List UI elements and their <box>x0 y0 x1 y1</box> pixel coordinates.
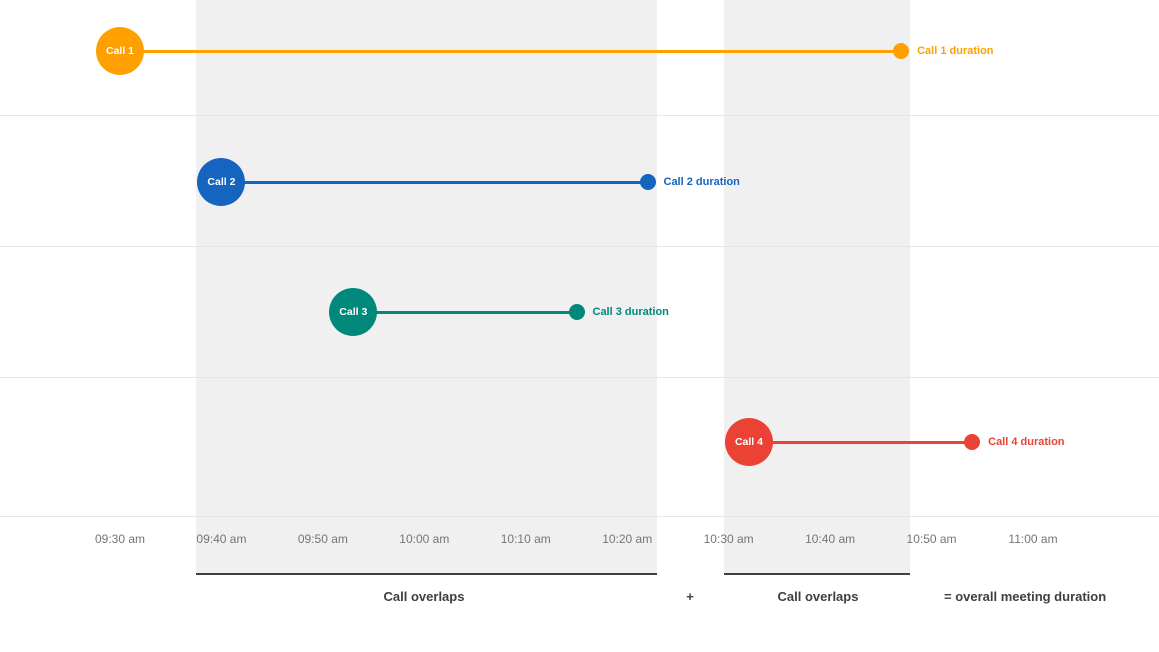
call-duration-label: Call 3 duration <box>592 306 669 318</box>
axis-tick-label: 10:30 am <box>703 532 754 546</box>
call-end-dot <box>639 174 656 190</box>
axis-tick-label: 10:20 am <box>602 532 653 546</box>
call-start-marker: Call 3 <box>329 288 378 336</box>
caption-overall-meeting-duration: = overall meeting duration <box>944 589 1107 604</box>
axis-tick-label: 09:30 am <box>94 532 146 546</box>
call-duration-label: Call 2 duration <box>663 176 740 188</box>
axis-tick-label: 11:00 am <box>1008 532 1058 546</box>
call-duration-label: Call 4 duration <box>988 436 1065 448</box>
call-start-marker: Call 1 <box>96 27 144 75</box>
overlap-underline <box>723 573 911 575</box>
call-line <box>353 310 577 314</box>
overlap-band <box>196 0 657 574</box>
caption-plus: + <box>686 589 694 604</box>
call-end-dot <box>893 43 910 59</box>
axis-tick-label: 10:00 am <box>399 532 450 546</box>
axis-tick-label: 09:50 am <box>297 532 348 546</box>
gridline <box>0 246 1159 247</box>
axis-tick-label: 10:10 am <box>500 532 551 546</box>
call-duration-label: Call 1 duration <box>917 45 994 57</box>
call-start-marker: Call 4 <box>724 418 773 466</box>
axis-tick-label: 10:40 am <box>805 532 856 546</box>
axis-tick-label: 10:50 am <box>906 532 957 546</box>
call-line <box>120 49 902 53</box>
call-label: Call 4 <box>734 436 763 448</box>
call-start-marker: Call 2 <box>197 158 246 206</box>
call-label: Call 3 <box>339 306 368 318</box>
call-label: Call 1 <box>105 45 134 57</box>
caption-call-overlaps-left: Call overlaps <box>383 589 465 604</box>
overlap-band <box>723 0 911 574</box>
call-end-dot <box>964 434 981 450</box>
overlap-underline <box>196 573 657 575</box>
gridline <box>0 516 1159 517</box>
call-label: Call 2 <box>207 176 236 188</box>
gridline <box>0 115 1159 116</box>
call-end-dot <box>568 304 585 320</box>
axis-tick-label: 09:40 am <box>196 532 247 546</box>
gridline <box>0 377 1159 378</box>
call-line <box>748 440 973 444</box>
call-line <box>221 180 648 184</box>
caption-call-overlaps-right: Call overlaps <box>777 589 859 604</box>
